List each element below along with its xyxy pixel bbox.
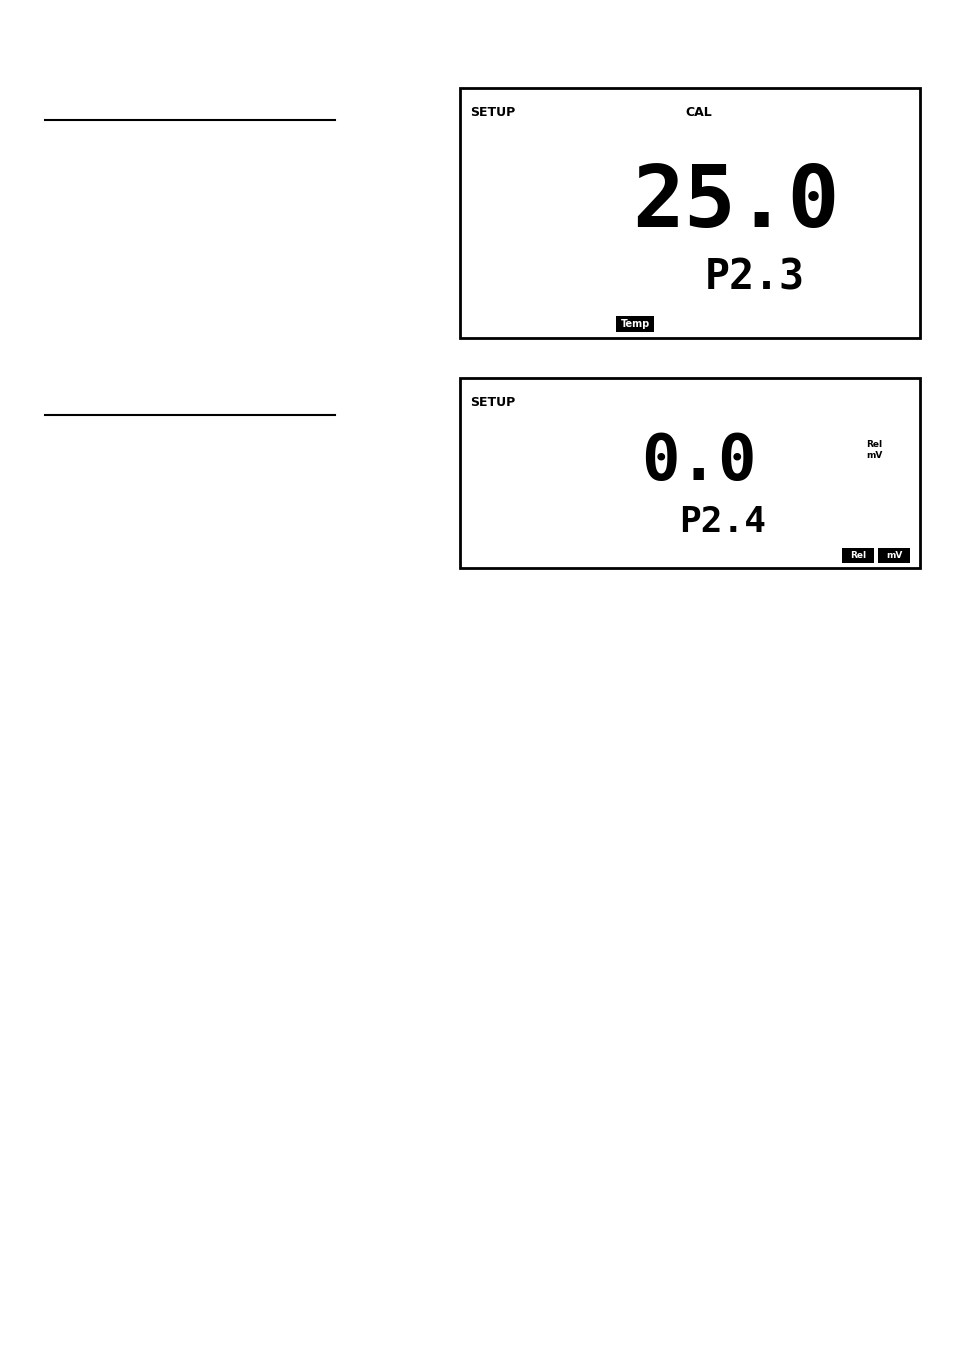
Text: 25.0: 25.0 xyxy=(632,161,839,245)
Text: mV: mV xyxy=(885,552,902,560)
Bar xyxy=(459,88,919,338)
Text: Rel: Rel xyxy=(849,552,865,560)
Text: P2.4: P2.4 xyxy=(678,506,765,539)
Text: CAL: CAL xyxy=(685,105,712,119)
Text: Rel
mV: Rel mV xyxy=(865,441,882,460)
Text: SETUP: SETUP xyxy=(470,105,515,119)
Bar xyxy=(616,316,654,333)
Text: SETUP: SETUP xyxy=(470,396,515,410)
Text: P2.3: P2.3 xyxy=(703,257,803,299)
Bar xyxy=(459,379,919,568)
Bar xyxy=(877,548,909,562)
Bar xyxy=(841,548,873,562)
Text: 0.0: 0.0 xyxy=(640,430,756,492)
Text: Temp: Temp xyxy=(620,319,649,329)
